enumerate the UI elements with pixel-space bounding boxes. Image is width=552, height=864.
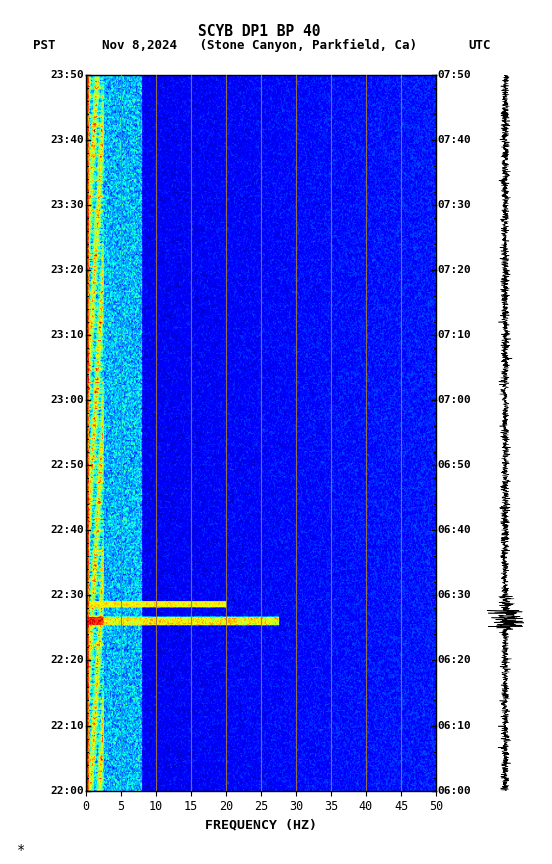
Text: 23:00: 23:00: [50, 396, 84, 405]
Text: 22:50: 22:50: [50, 461, 84, 470]
Text: UTC: UTC: [469, 39, 491, 52]
Text: 07:30: 07:30: [438, 200, 471, 210]
Text: 23:40: 23:40: [50, 135, 84, 145]
Text: 06:20: 06:20: [438, 656, 471, 665]
Text: 06:50: 06:50: [438, 461, 471, 470]
Text: PST: PST: [33, 39, 56, 52]
Text: 07:10: 07:10: [438, 330, 471, 340]
Text: 23:20: 23:20: [50, 265, 84, 276]
Text: 23:30: 23:30: [50, 200, 84, 210]
Text: 07:00: 07:00: [438, 396, 471, 405]
Text: Nov 8,2024   (Stone Canyon, Parkfield, Ca): Nov 8,2024 (Stone Canyon, Parkfield, Ca): [102, 39, 417, 52]
Text: 06:40: 06:40: [438, 525, 471, 536]
Text: 22:10: 22:10: [50, 721, 84, 731]
Text: 06:10: 06:10: [438, 721, 471, 731]
Text: 07:20: 07:20: [438, 265, 471, 276]
X-axis label: FREQUENCY (HZ): FREQUENCY (HZ): [205, 819, 317, 832]
Text: 22:00: 22:00: [50, 785, 84, 796]
Text: 22:30: 22:30: [50, 590, 84, 600]
Text: 23:50: 23:50: [50, 70, 84, 80]
Text: 07:40: 07:40: [438, 135, 471, 145]
Text: 07:50: 07:50: [438, 70, 471, 80]
Text: 06:30: 06:30: [438, 590, 471, 600]
Text: 22:20: 22:20: [50, 656, 84, 665]
Text: SCYB DP1 BP 40: SCYB DP1 BP 40: [198, 24, 321, 39]
Text: *: *: [17, 843, 25, 857]
Text: 06:00: 06:00: [438, 785, 471, 796]
Text: 22:40: 22:40: [50, 525, 84, 536]
Text: 23:10: 23:10: [50, 330, 84, 340]
